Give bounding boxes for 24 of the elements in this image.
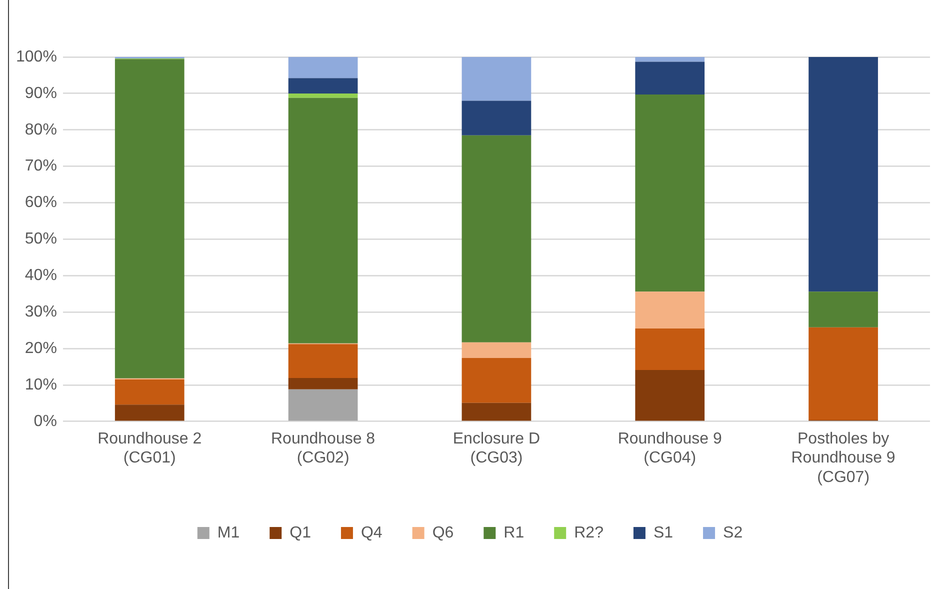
x-tick-label: Roundhouse 2 (CG01) [98, 430, 202, 467]
y-tick-label: 60% [24, 194, 57, 212]
y-tick-label: 0% [34, 412, 57, 430]
y-tick-label: 30% [24, 303, 57, 320]
y-tick-label: 50% [24, 230, 57, 248]
legend-label: S2 [723, 524, 743, 542]
y-tick-label: 100% [16, 48, 57, 66]
legend-label: R2? [574, 524, 604, 542]
x-tick-label: Postholes by Roundhouse 9 (CG07) [791, 430, 896, 486]
legend-label: Q4 [360, 524, 382, 542]
legend-label: Q1 [290, 524, 312, 542]
x-tick-label: Enclosure D (CG03) [452, 430, 540, 467]
legend-label: Q6 [432, 524, 454, 542]
y-tick-label: 70% [24, 158, 57, 175]
legend-label: M1 [217, 524, 240, 542]
y-tick-label: 90% [24, 84, 57, 102]
y-tick-label: 80% [24, 121, 57, 138]
legend-label: R1 [504, 524, 524, 542]
y-tick-label: 10% [24, 376, 57, 394]
x-tick-label: Roundhouse 8 (CG02) [271, 430, 376, 467]
x-tick-label: Roundhouse 9 (CG04) [618, 430, 722, 467]
y-tick-label: 40% [24, 267, 57, 284]
legend-label: S1 [653, 524, 674, 542]
y-tick-label: 20% [24, 340, 57, 357]
